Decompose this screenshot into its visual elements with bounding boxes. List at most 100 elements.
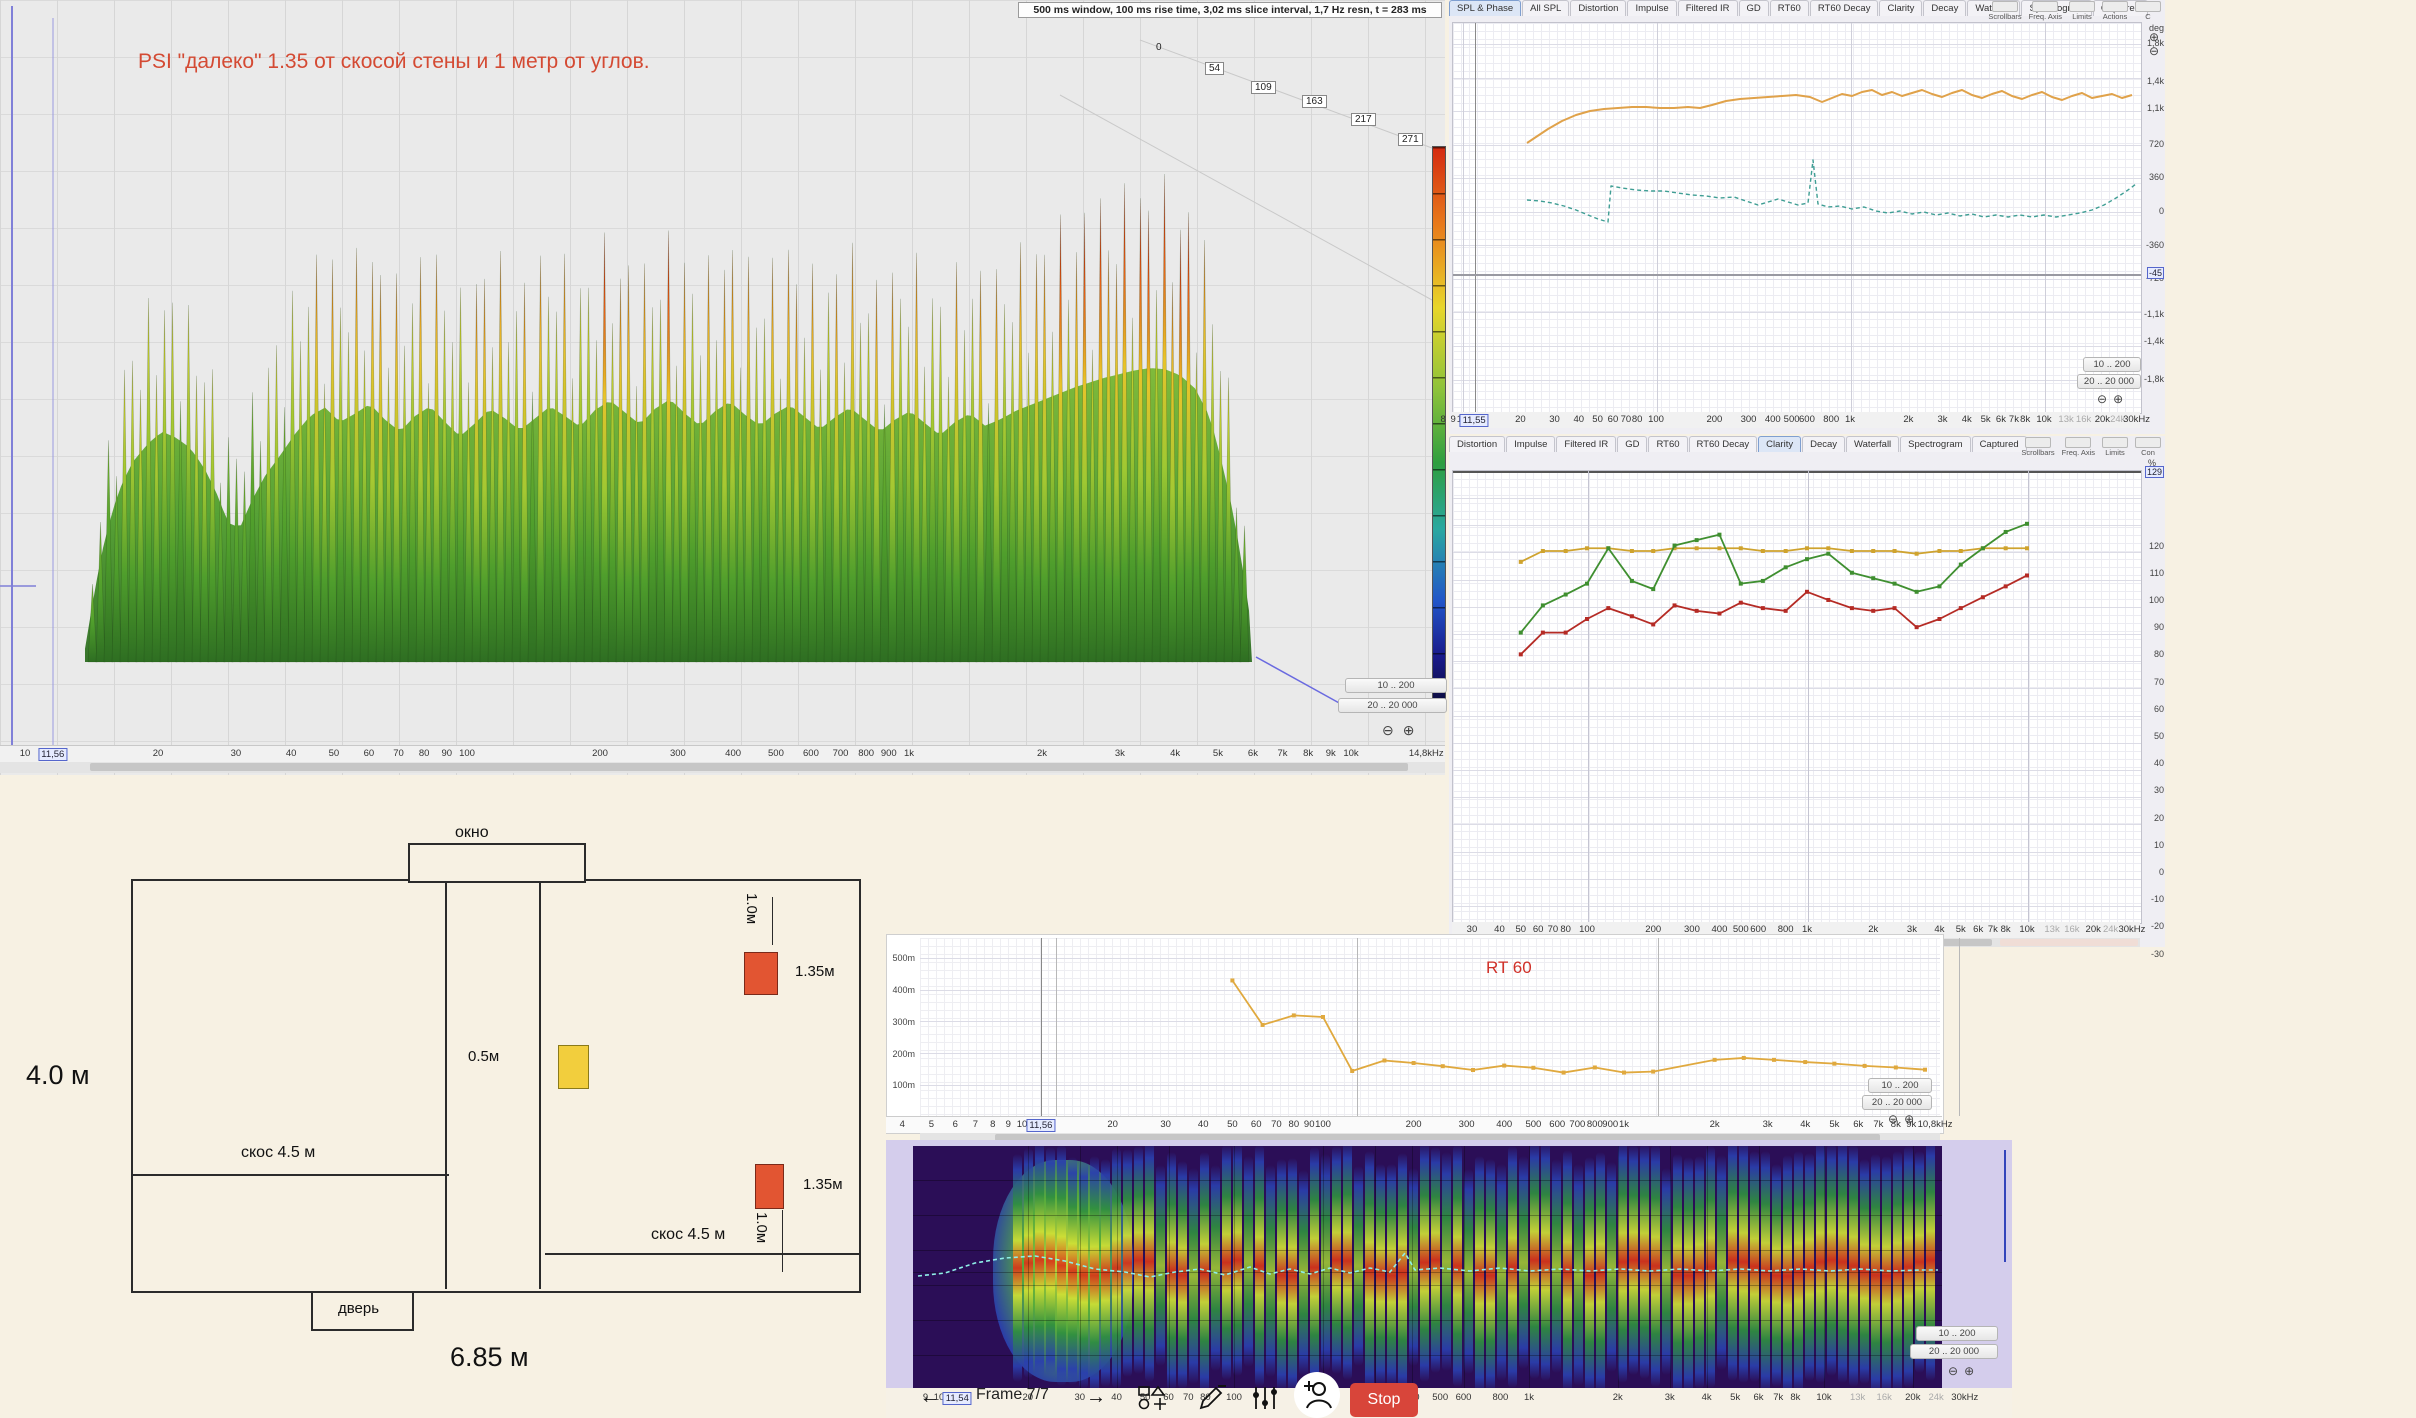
frame-forward-button[interactable]: → bbox=[1086, 1386, 1106, 1408]
control-actions[interactable]: Actions bbox=[2102, 1, 2128, 21]
waterfall-panel[interactable]: 500 ms window, 100 ms rise time, 3,02 ms… bbox=[0, 0, 1447, 775]
cursor-hline[interactable] bbox=[1453, 471, 2141, 473]
tab-impulse[interactable]: Impulse bbox=[1627, 0, 1677, 16]
freq-range-full-button[interactable]: 20 .. 20 000 bbox=[1338, 698, 1447, 713]
spectrogram-plot[interactable] bbox=[913, 1146, 1942, 1388]
cursor-vline[interactable] bbox=[1475, 23, 1477, 413]
zoom-out-icon[interactable]: ⊖ bbox=[1948, 1364, 1965, 1378]
cursor-readout[interactable]: 11,56 bbox=[38, 748, 68, 761]
zoom-in-icon[interactable]: ⊕ bbox=[1964, 1364, 1981, 1378]
tab-distortion[interactable]: Distortion bbox=[1570, 0, 1627, 16]
freq-tick-label: 9 bbox=[1450, 414, 1456, 425]
tab-filtered-ir[interactable]: Filtered IR bbox=[1677, 0, 1738, 16]
zoom-in-icon[interactable]: ⊕ bbox=[1904, 1112, 1921, 1126]
freq-range-low-button[interactable]: 10 .. 200 bbox=[2083, 357, 2141, 372]
zoom-out-icon[interactable]: ⊖ bbox=[1382, 722, 1403, 738]
freq-tick-label: 8k bbox=[1890, 1119, 1901, 1130]
waterfall-hscrollbar[interactable] bbox=[0, 762, 1445, 773]
freq-range-low-button[interactable]: 10 .. 200 bbox=[1868, 1078, 1932, 1093]
tab-clarity[interactable]: Clarity bbox=[1758, 436, 1802, 452]
tab-decay[interactable]: Decay bbox=[1923, 0, 1967, 16]
control-scrollbars[interactable]: Scrollbars bbox=[2021, 437, 2055, 457]
freq-tick-label: 100 bbox=[459, 748, 475, 759]
rt60-plot[interactable] bbox=[920, 938, 1960, 1116]
freq-tick-label: 10k bbox=[1816, 1392, 1832, 1403]
zoom-controls[interactable]: ⊖⊕ bbox=[1948, 1364, 1980, 1378]
tab-gd[interactable]: GD bbox=[1738, 0, 1769, 16]
control-c[interactable]: C bbox=[2135, 1, 2161, 21]
control-freq-axis[interactable]: Freq. Axis bbox=[2029, 1, 2062, 21]
tab-rt60-decay[interactable]: RT60 Decay bbox=[1809, 0, 1879, 16]
tab-rt60[interactable]: RT60 bbox=[1769, 0, 1809, 16]
tab-distortion[interactable]: Distortion bbox=[1449, 436, 1506, 452]
waterfall-3d-plot bbox=[0, 6, 1433, 760]
shapes-tool-icon[interactable] bbox=[1136, 1384, 1170, 1412]
spl-phase-plot[interactable] bbox=[1452, 22, 2142, 414]
tab-clarity[interactable]: Clarity bbox=[1879, 0, 1923, 16]
freq-range-full-button[interactable]: 20 .. 20 000 bbox=[1862, 1095, 1932, 1110]
cursor-readout[interactable]: 11,55 bbox=[1459, 414, 1489, 427]
freq-tick-label: 2k bbox=[1868, 924, 1879, 935]
tab-rt60[interactable]: RT60 bbox=[1648, 436, 1688, 452]
y-tick-label: -1,4k bbox=[2143, 336, 2164, 347]
rt60-hscrollbar[interactable] bbox=[920, 1133, 1940, 1142]
tab-spl-phase[interactable]: SPL & Phase bbox=[1449, 0, 1522, 16]
freq-range-full-button[interactable]: 20 .. 20 000 bbox=[1910, 1344, 1998, 1359]
tab-impulse[interactable]: Impulse bbox=[1506, 436, 1556, 452]
zoom-in-icon[interactable]: ⊕ bbox=[2149, 30, 2160, 44]
zoom-controls[interactable]: ⊖⊕ bbox=[2097, 392, 2129, 406]
grid-line bbox=[1374, 1146, 1376, 1388]
spectrogram-vscroll-indicator[interactable] bbox=[2004, 1150, 2006, 1262]
zoom-in-icon[interactable]: ⊕ bbox=[2113, 392, 2130, 406]
freq-tick-label: 4k bbox=[1934, 924, 1945, 935]
add-person-button[interactable] bbox=[1294, 1372, 1340, 1418]
control-scrollbars[interactable]: Scrollbars bbox=[1988, 1, 2022, 21]
scrollbar-handle[interactable] bbox=[995, 1134, 1880, 1141]
zoom-controls[interactable]: ⊖⊕ bbox=[1382, 722, 1423, 739]
zoom-controls[interactable]: ⊖⊕ bbox=[1888, 1112, 1920, 1126]
tab-waterfall[interactable]: Waterfall bbox=[1846, 436, 1900, 452]
tab-all-spl[interactable]: All SPL bbox=[1522, 0, 1570, 16]
zoom-in-icon[interactable]: ⊕ bbox=[1402, 722, 1424, 738]
grid-line bbox=[1453, 634, 2141, 635]
freq-range-low-button[interactable]: 10 .. 200 bbox=[1345, 678, 1447, 693]
zoom-out-icon[interactable]: ⊖ bbox=[2149, 44, 2160, 58]
zoom-out-icon[interactable]: ⊖ bbox=[1888, 1112, 1905, 1126]
pct-axis: 120 110 100 90 80 70 60 50 40 30 20 10 0 -10 -20 -30 129 bbox=[2142, 436, 2165, 959]
cursor-readout[interactable]: 11,54 bbox=[942, 1392, 972, 1405]
clarity-plot[interactable] bbox=[1452, 470, 2142, 924]
sliders-icon[interactable] bbox=[1250, 1384, 1280, 1412]
control-con[interactable]: Con bbox=[2135, 437, 2161, 457]
spectrogram-stripe bbox=[1046, 1146, 1055, 1376]
control-limits[interactable]: Limits bbox=[2102, 437, 2128, 457]
tab-filtered-ir[interactable]: Filtered IR bbox=[1556, 436, 1617, 452]
cursor-readout[interactable]: -45 bbox=[2146, 267, 2164, 279]
cursor-vline[interactable] bbox=[1040, 938, 1042, 1116]
freq-tick-label: 700 bbox=[1569, 1119, 1586, 1130]
grid-line bbox=[1453, 278, 2141, 280]
control-icon bbox=[2135, 437, 2161, 448]
tab-rt60-decay[interactable]: RT60 Decay bbox=[1688, 436, 1758, 452]
cursor-readout[interactable]: 129 bbox=[2144, 466, 2164, 478]
tab-spectrogram[interactable]: Spectrogram bbox=[1900, 436, 1971, 452]
y-tick-label: 10 bbox=[2153, 839, 2164, 850]
control-limits[interactable]: Limits bbox=[2069, 1, 2095, 21]
freq-range-full-button[interactable]: 20 .. 20 000 bbox=[2077, 374, 2141, 389]
scrollbar-handle[interactable] bbox=[90, 763, 1408, 771]
pen-tool-icon[interactable] bbox=[1194, 1384, 1228, 1412]
stop-button[interactable]: Stop bbox=[1350, 1383, 1418, 1417]
frame-back-button[interactable]: ← bbox=[920, 1386, 940, 1408]
freq-range-low-button[interactable]: 10 .. 200 bbox=[1916, 1326, 1998, 1341]
tab-gd[interactable]: GD bbox=[1617, 436, 1648, 452]
freq-tick-label: 3k bbox=[1937, 414, 1948, 425]
spectrogram-stripe bbox=[1552, 1159, 1561, 1373]
tab-decay[interactable]: Decay bbox=[1802, 436, 1846, 452]
zoom-out-icon[interactable]: ⊖ bbox=[2097, 392, 2114, 406]
cursor-readout[interactable]: 11,56 bbox=[1026, 1119, 1056, 1132]
scrollbar-end[interactable] bbox=[2000, 939, 2138, 946]
vertical-zoom-controls[interactable]: ⊕ ⊖ bbox=[2149, 30, 2159, 58]
control-freq-axis[interactable]: Freq. Axis bbox=[2062, 437, 2095, 457]
cursor-hline[interactable] bbox=[1453, 274, 2141, 276]
freq-tick-label: 10 bbox=[1016, 1119, 1028, 1130]
spectrogram-stripe bbox=[1310, 1146, 1319, 1388]
